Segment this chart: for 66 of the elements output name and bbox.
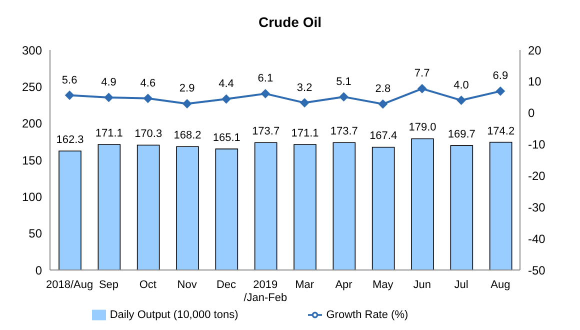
data-label: 5.1 <box>336 76 352 88</box>
x-tick-label: 2018/Aug <box>46 279 94 291</box>
x-tick-label: Aug <box>490 279 510 291</box>
legend-label: Growth Rate (%) <box>326 308 408 321</box>
point <box>496 86 505 96</box>
x-tick-label: Nov <box>177 279 198 291</box>
data-label: 169.7 <box>448 128 476 141</box>
data-label: 173.7 <box>330 126 358 138</box>
x-tick-label: Oct <box>139 279 156 291</box>
x-tick-label: Mar <box>295 279 314 291</box>
y2-tick-label: -30 <box>528 200 546 214</box>
data-label: 6.9 <box>492 70 508 82</box>
point <box>65 90 74 100</box>
y2-tick-label: -50 <box>528 263 546 278</box>
data-label: 165.1 <box>212 132 240 144</box>
legend-label: Daily Output (10,000 tons) <box>110 308 238 321</box>
data-label: 4.9 <box>101 76 116 88</box>
y-tick-label: 200 <box>22 116 42 131</box>
y2-tick-label: -10 <box>528 138 546 152</box>
x-tick-label: Jun <box>413 279 431 291</box>
data-label: 173.7 <box>252 126 280 138</box>
point <box>300 98 310 108</box>
data-label: 6.1 <box>258 72 274 85</box>
point <box>260 89 270 98</box>
y2-tick-label: -40 <box>528 232 546 246</box>
x-tick-label: Jul <box>454 279 468 291</box>
x-tick-label: Sep <box>98 279 119 291</box>
point <box>143 94 152 103</box>
y-tick-label: 150 <box>22 153 42 168</box>
y-tick-label: 50 <box>28 226 42 241</box>
y-tick-label: 100 <box>22 190 42 204</box>
point <box>456 96 466 105</box>
data-label: 2.9 <box>179 82 195 95</box>
point <box>418 84 427 94</box>
data-label: 5.6 <box>62 74 78 86</box>
data-label: 4.4 <box>218 78 234 90</box>
point <box>104 92 114 102</box>
x-tick-label: Apr <box>335 279 353 291</box>
point <box>182 99 192 108</box>
data-label: 168.2 <box>174 130 202 142</box>
data-label: 3.2 <box>296 82 312 94</box>
y-tick-label: 250 <box>22 80 42 94</box>
data-label: 171.1 <box>291 128 319 140</box>
x-tick-label: 2019 /Jan-Feb <box>244 279 288 304</box>
data-label: 162.3 <box>56 134 84 146</box>
data-label: 179.0 <box>408 122 436 134</box>
point <box>378 100 388 109</box>
data-label: 170.3 <box>134 128 162 140</box>
y2-tick-label: 20 <box>528 43 542 58</box>
data-label: 4.6 <box>140 77 156 90</box>
data-label: 174.2 <box>487 125 515 138</box>
data-label: 7.7 <box>414 68 430 80</box>
y2-tick-label: 10 <box>528 74 542 89</box>
y-tick-label: 300 <box>22 43 42 58</box>
data-label: 171.1 <box>95 128 123 140</box>
y-tick-label: 0 <box>35 263 42 278</box>
data-label: 4.0 <box>454 79 469 92</box>
y2-tick-label: 0 <box>528 106 535 120</box>
x-tick-label: Dec <box>216 279 237 291</box>
chart-title: Crude Oil <box>257 13 322 32</box>
data-label: 167.4 <box>370 130 398 142</box>
y2-tick-label: -20 <box>528 168 546 183</box>
data-label: 2.8 <box>375 83 391 96</box>
point <box>222 94 231 104</box>
point <box>339 92 348 102</box>
x-tick-label: May <box>372 279 394 291</box>
